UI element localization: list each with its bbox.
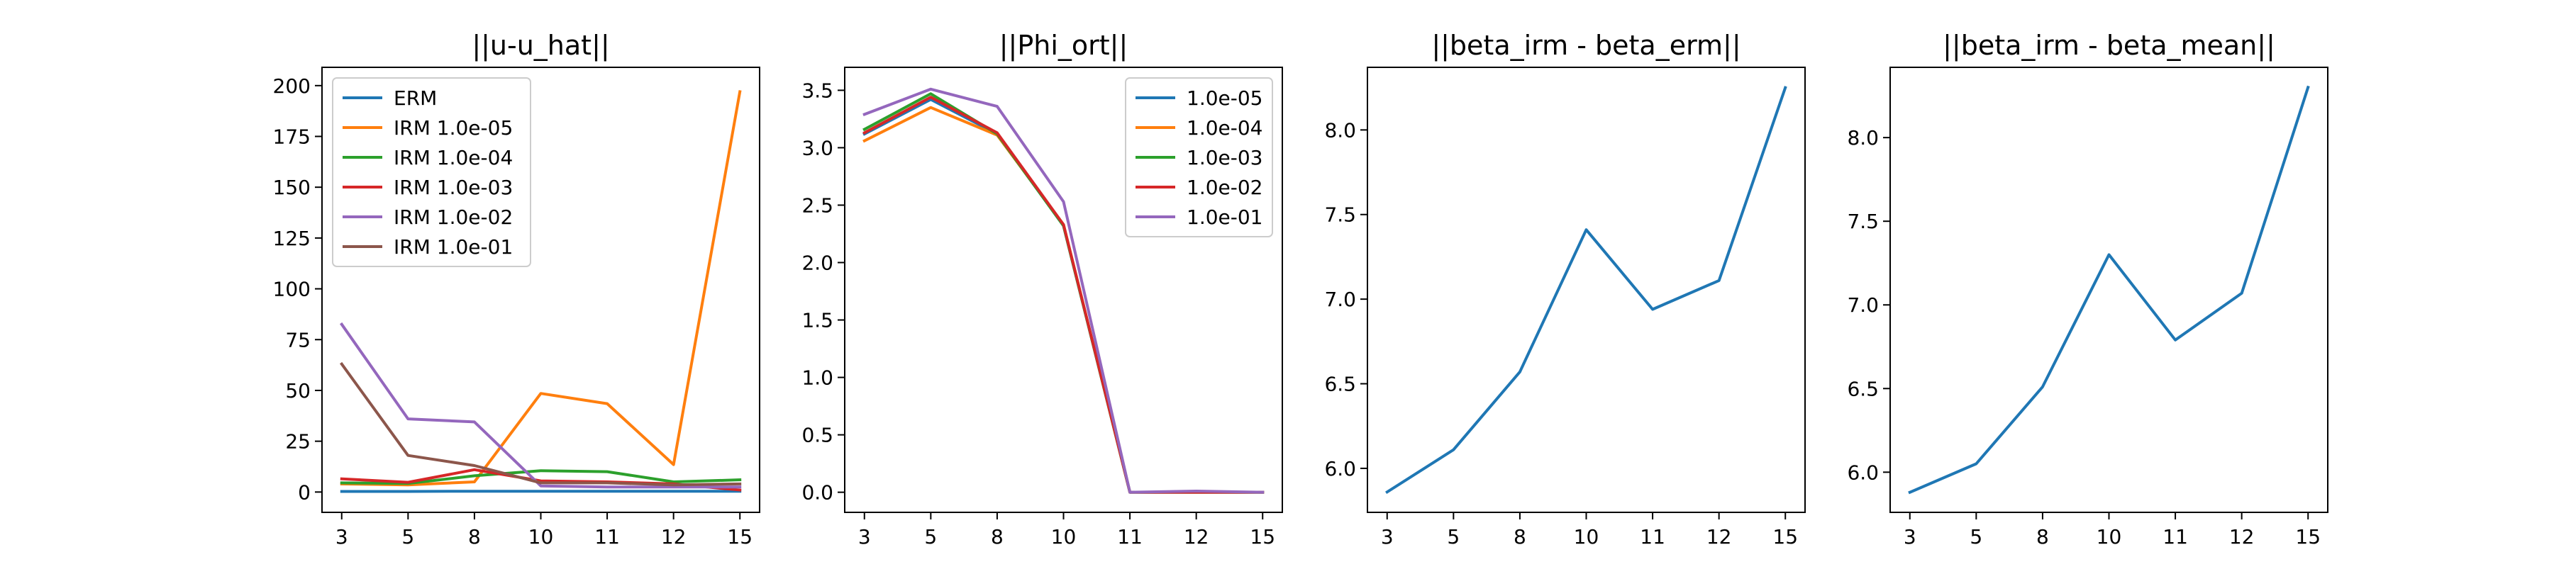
y-tick-label: 175 [273, 125, 311, 148]
chart-title: ||u-u_hat|| [472, 30, 609, 62]
y-tick-label: 6.5 [1847, 377, 1879, 400]
axes-frame [321, 67, 760, 513]
chart-panel-2: ||Phi_ort|| 3 5 8 10 11 12 15 0.0 0.5 1.0 1.5 2.0 2.5… [801, 30, 1283, 548]
legend-label: IRM 1.0e-04 [394, 146, 513, 169]
x-tick-label: 5 [1447, 525, 1460, 548]
y-tick-label: 7.0 [1324, 288, 1356, 311]
series-line-6 [340, 361, 742, 487]
series-line-2 [340, 90, 742, 487]
x-tick-label: 12 [1706, 525, 1732, 548]
y-tick-label: 150 [273, 176, 311, 199]
y-tick-label: 7.5 [1847, 210, 1879, 233]
x-tick-label: 5 [1970, 525, 1982, 548]
chart-panel-3: ||beta_irm - beta_erm|| 3 5 8 10 11 12 15 6.0 6.5… [1324, 30, 1806, 548]
x-tick-label: 12 [2229, 525, 2255, 548]
x-tick-label: 11 [2163, 525, 2188, 548]
y-tick-label: 125 [273, 227, 311, 250]
y-tick-label: 50 [285, 379, 311, 403]
x-tick-label: 3 [1904, 525, 1916, 548]
y-tick-label: 200 [273, 74, 311, 98]
legend-label: 1.0e-02 [1187, 176, 1263, 199]
x-tick-label: 10 [1574, 525, 1599, 548]
axes-frame [1889, 67, 2328, 513]
series-line-1 [1908, 85, 2310, 495]
legend-box [1125, 77, 1273, 237]
x-tick-label: 8 [991, 525, 1004, 548]
y-tick-label: 7.0 [1847, 293, 1879, 317]
x-tick-label: 8 [468, 525, 481, 548]
x-tick-label: 15 [1250, 525, 1275, 548]
chart-title: ||Phi_ort|| [999, 30, 1128, 62]
legend-label: 1.0e-04 [1187, 116, 1263, 140]
x-tick-label: 5 [924, 525, 937, 548]
y-tick-label: 6.5 [1324, 373, 1356, 396]
x-tick-label: 11 [594, 525, 620, 548]
chart-panel-4: ||beta_irm - beta_mean|| 3 5 8 10 11 12 15 6.0 6.… [1847, 30, 2328, 548]
y-tick-label: 2.0 [801, 252, 833, 275]
x-tick-label: 5 [401, 525, 414, 548]
series-line-1 [1385, 86, 1787, 495]
legend-label: IRM 1.0e-03 [394, 176, 513, 199]
y-tick-label: 100 [273, 278, 311, 301]
chart-title: ||beta_irm - beta_erm|| [1431, 30, 1741, 62]
x-tick-label: 15 [1772, 525, 1798, 548]
axes-frame [1367, 67, 1806, 513]
legend-box [332, 77, 531, 267]
legend-label: IRM 1.0e-01 [394, 235, 513, 259]
x-tick-label: 15 [2295, 525, 2321, 548]
legend-label: 1.0e-05 [1187, 86, 1263, 110]
x-tick-label: 11 [1117, 525, 1143, 548]
x-tick-label: 10 [1051, 525, 1077, 548]
y-tick-label: 0.5 [801, 424, 833, 447]
legend-label: 1.0e-03 [1187, 146, 1263, 169]
y-tick-label: 1.0 [801, 366, 833, 390]
y-tick-label: 7.5 [1324, 203, 1356, 227]
x-tick-label: 3 [858, 525, 871, 548]
y-tick-label: 75 [285, 328, 311, 351]
x-tick-label: 10 [2097, 525, 2122, 548]
legend: 1.0e-05 1.0e-04 1.0e-03 1.0e-02 1.0e-01 [1125, 77, 1273, 237]
legend-label: 1.0e-01 [1187, 206, 1263, 229]
legend-label: IRM 1.0e-02 [394, 206, 513, 229]
x-tick-label: 12 [661, 525, 687, 548]
axes-frame [844, 67, 1283, 513]
x-tick-label: 12 [1184, 525, 1209, 548]
y-tick-label: 2.5 [801, 193, 833, 217]
series-line-5 [340, 322, 742, 489]
y-tick-label: 8.0 [1324, 118, 1356, 142]
y-tick-label: 8.0 [1847, 126, 1879, 150]
x-tick-label: 8 [1514, 525, 1526, 548]
x-tick-label: 15 [727, 525, 753, 548]
chart-title: ||beta_irm - beta_mean|| [1943, 30, 2275, 62]
legend-label: IRM 1.0e-05 [394, 116, 513, 140]
y-tick-label: 6.0 [1847, 461, 1879, 484]
x-tick-label: 3 [1381, 525, 1394, 548]
y-tick-label: 3.5 [801, 79, 833, 102]
legend-label: ERM [394, 86, 437, 110]
series-line-5 [862, 87, 1265, 494]
y-tick-label: 6.0 [1324, 457, 1356, 480]
x-tick-label: 3 [335, 525, 348, 548]
x-tick-label: 10 [528, 525, 554, 548]
x-tick-label: 11 [1640, 525, 1665, 548]
y-tick-label: 0 [298, 480, 311, 504]
y-tick-label: 1.5 [801, 309, 833, 332]
y-tick-label: 0.0 [801, 481, 833, 505]
y-tick-label: 3.0 [801, 136, 833, 159]
x-tick-label: 8 [2036, 525, 2049, 548]
chart-panel-1: ||u-u_hat||3 5 8 10 11 12 15025507510012515017… [273, 30, 760, 548]
legend: ERM IRM 1.0e-05 IRM 1.0e-04 IRM 1.0e-03 IRM … [332, 77, 531, 267]
y-tick-label: 25 [285, 430, 311, 454]
